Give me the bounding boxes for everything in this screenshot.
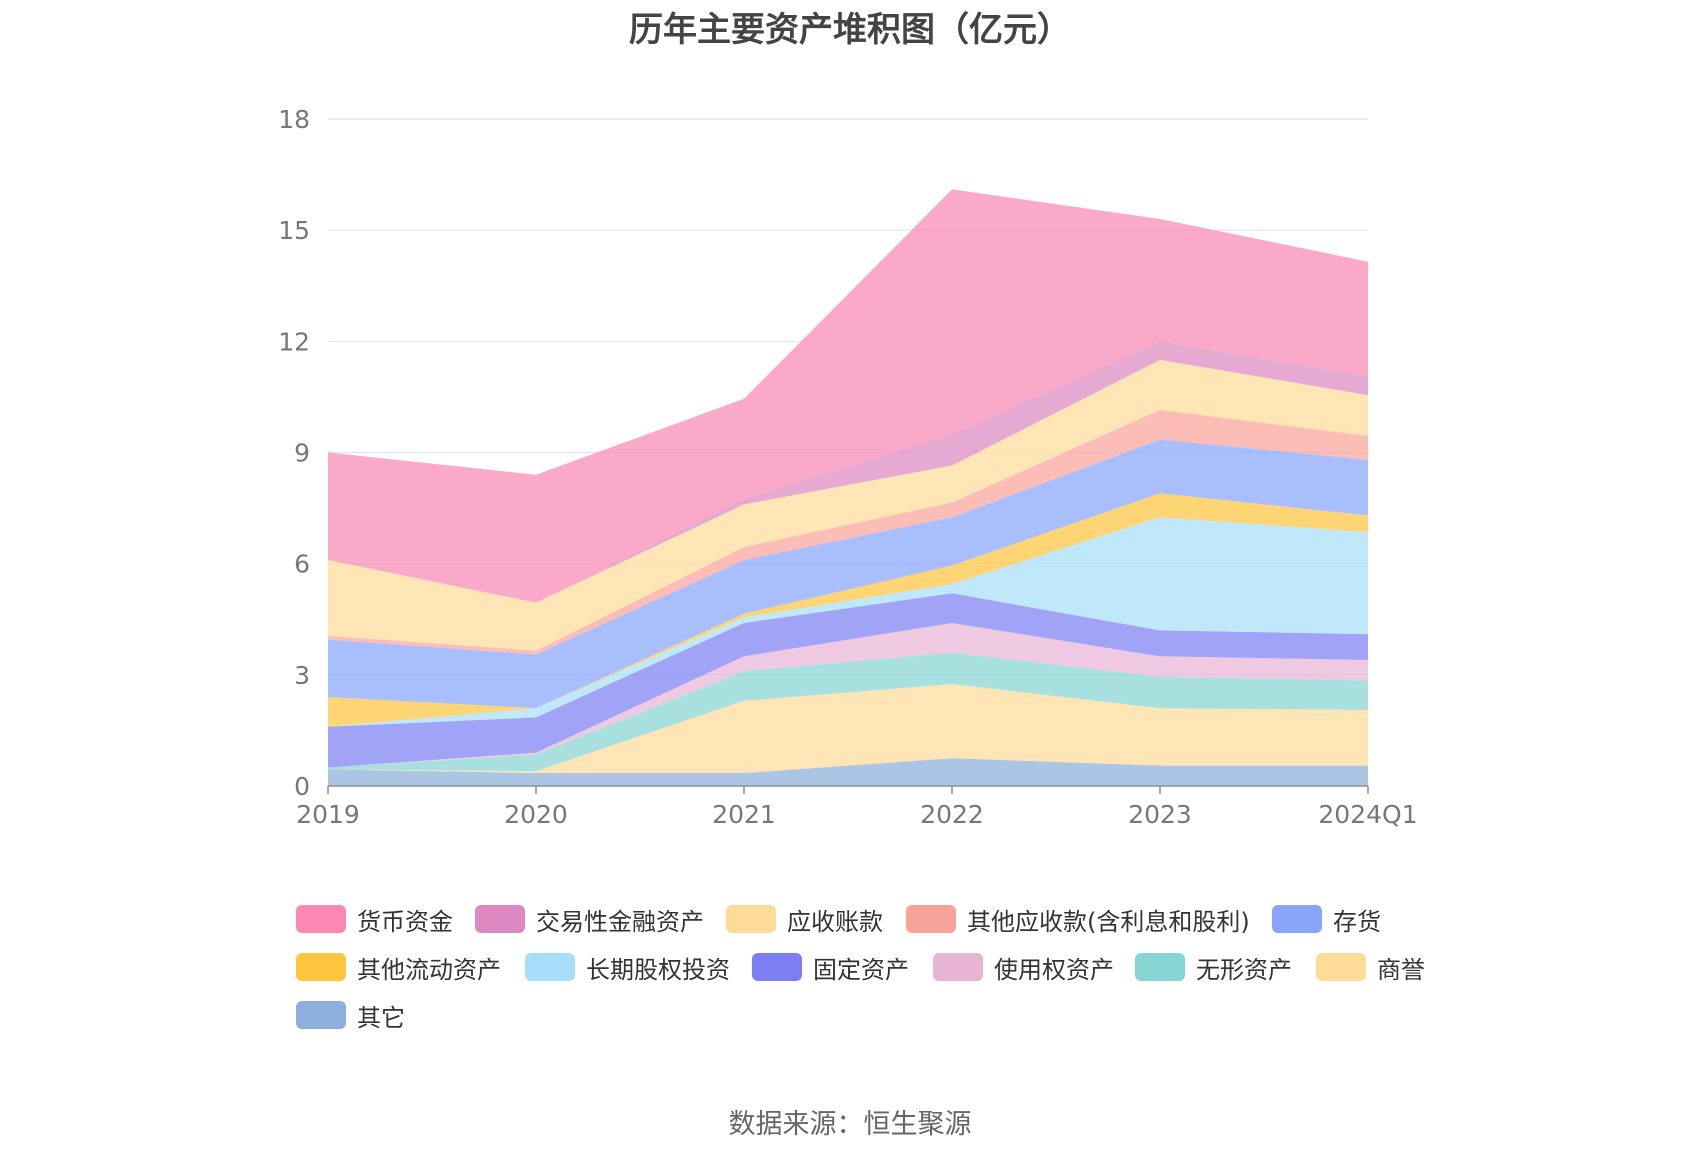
- area-series-7: [328, 439, 1368, 709]
- y-tick-label: 15: [278, 216, 310, 245]
- legend-swatch: [726, 905, 776, 933]
- data-source: 数据来源：恒生聚源: [728, 1109, 972, 1140]
- legend-item[interactable]: 使用权资产: [933, 950, 1114, 984]
- legend-label: 交易性金融资产: [536, 907, 704, 936]
- y-tick-label: 3: [294, 661, 310, 690]
- area-series: [328, 189, 1368, 786]
- legend-swatch: [475, 905, 525, 933]
- legend-swatch: [1135, 953, 1185, 981]
- legend-item[interactable]: 长期股权投资: [525, 950, 730, 984]
- legend-swatch: [906, 905, 956, 933]
- legend-swatch: [296, 905, 346, 933]
- legend-swatch: [1316, 953, 1366, 981]
- legend-label: 固定资产: [813, 955, 909, 984]
- y-tick-label: 6: [294, 550, 310, 579]
- legend-label: 应收账款: [787, 907, 883, 936]
- legend-item[interactable]: 商誉: [1316, 950, 1425, 984]
- legend-item[interactable]: 货币资金: [296, 902, 453, 936]
- legend-item[interactable]: 其他应收款(含利息和股利): [906, 902, 1250, 936]
- legend-label: 其他应收款(含利息和股利): [967, 907, 1250, 936]
- legend-swatch: [752, 953, 802, 981]
- area-series-9: [328, 359, 1368, 651]
- legend-label: 商誉: [1377, 955, 1425, 984]
- legend-swatch: [933, 953, 983, 981]
- legend-swatch: [1272, 905, 1322, 933]
- legend-item[interactable]: 其他流动资产: [296, 950, 501, 984]
- axes: 0 3 6 9 12 15 18 2019 2020 2021 2022 2023 2024Q1: [278, 105, 1417, 829]
- area-series-8: [328, 409, 1368, 655]
- x-tick-label: 2021: [712, 800, 776, 829]
- area-series-4: [328, 593, 1368, 768]
- legend-item[interactable]: 存货: [1272, 902, 1381, 936]
- legend-label: 其它: [357, 1003, 405, 1032]
- y-tick-label: 9: [294, 439, 310, 468]
- x-tick-label: 2019: [296, 800, 360, 829]
- legend-label: 无形资产: [1196, 955, 1292, 984]
- y-tick-label: 12: [278, 327, 310, 356]
- y-tick-label: 18: [278, 105, 310, 134]
- y-tick-label: 0: [294, 772, 310, 801]
- area-series-3: [328, 623, 1368, 768]
- x-tick-label: 2022: [920, 800, 984, 829]
- legend-item[interactable]: 应收账款: [726, 902, 883, 936]
- legend-label: 长期股权投资: [586, 955, 730, 984]
- legend-item[interactable]: 固定资产: [752, 950, 909, 984]
- legend-item[interactable]: 无形资产: [1135, 950, 1292, 984]
- area-series-5: [328, 517, 1368, 727]
- legend-item[interactable]: 交易性金融资产: [475, 902, 704, 936]
- area-series-6: [328, 493, 1368, 727]
- area-series-10: [328, 341, 1368, 603]
- legend-swatch: [296, 953, 346, 981]
- x-tick-label: 2023: [1128, 800, 1192, 829]
- x-tick-label: 2024Q1: [1318, 800, 1417, 829]
- legend-label: 货币资金: [357, 907, 453, 936]
- legend-item[interactable]: 其它: [296, 998, 405, 1032]
- legend-swatch: [525, 953, 575, 981]
- area-series-2: [328, 652, 1368, 772]
- area-series-0: [328, 758, 1368, 786]
- legend-label: 存货: [1333, 907, 1381, 936]
- area-series-11: [328, 189, 1368, 603]
- area-series-1: [328, 684, 1368, 773]
- legend-label: 使用权资产: [994, 955, 1114, 984]
- legend-swatch: [296, 1001, 346, 1029]
- chart-title: 历年主要资产堆积图（亿元）: [629, 10, 1071, 50]
- x-tick-label: 2020: [504, 800, 568, 829]
- legend-label: 其他流动资产: [357, 955, 501, 984]
